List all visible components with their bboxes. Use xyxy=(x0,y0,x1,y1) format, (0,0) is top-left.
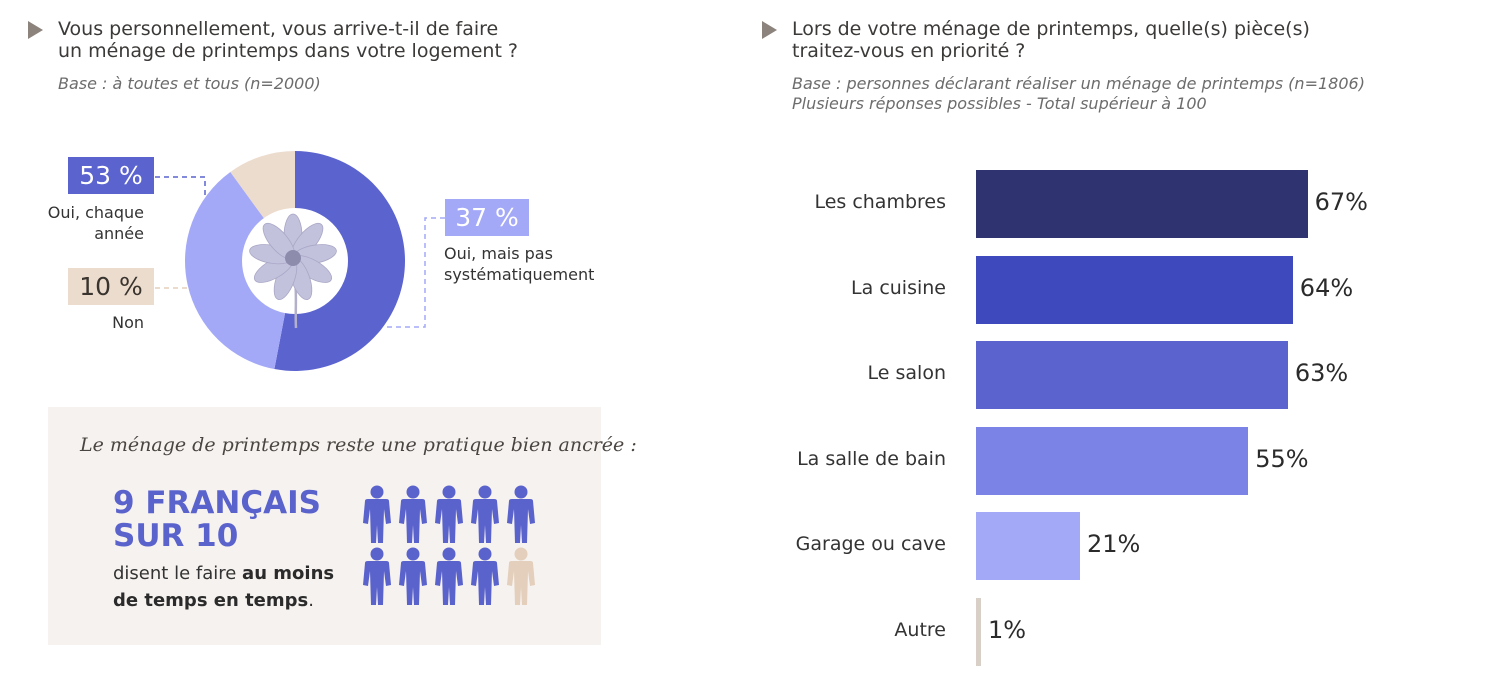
person-icon-filled xyxy=(399,485,427,543)
bar-value-label: 63% xyxy=(1294,359,1349,387)
play-arrow-icon-right xyxy=(762,21,777,39)
left-base-note: Base : à toutes et tous (n=2000) xyxy=(58,74,321,93)
donut-slice-oui-chaque-annee xyxy=(274,151,406,372)
slice-label-oui-chaque-annee-line1: Oui, chaque xyxy=(47,203,144,222)
bar-category-label: Le salon xyxy=(867,362,946,384)
bar-value-label: 67% xyxy=(1314,188,1368,216)
stat-sub-line2: de temps en temps. xyxy=(113,587,314,614)
person-icon-empty xyxy=(507,547,535,605)
slice-label-oui-pas-systematiquement-line2: systématiquement xyxy=(444,265,595,284)
person-icon-filled xyxy=(507,485,535,543)
slice-value-oui-pas-systematiquement: 37 % xyxy=(445,199,529,236)
slice-label-oui-pas-systematiquement-line1: Oui, mais pas xyxy=(444,244,553,263)
person-icon-filled xyxy=(363,485,391,543)
slice-value-non: 10 % xyxy=(68,268,154,305)
bar-value-label: 55% xyxy=(1255,444,1309,473)
person-icon-filled xyxy=(471,547,499,605)
bar-value-label: 1% xyxy=(988,615,1027,644)
callout-box xyxy=(48,407,601,645)
donut-slice-non xyxy=(230,151,295,219)
person-icon-filled xyxy=(435,547,463,605)
stat-sub-line1: disent le faire au moins xyxy=(113,560,334,587)
stat-sub-period: . xyxy=(308,590,314,611)
person-icon-filled xyxy=(471,485,499,543)
leader-line-oui-pas-systematiquement xyxy=(385,217,445,328)
bar xyxy=(976,426,1249,495)
bar-category-label: Autre xyxy=(894,618,946,641)
left-question-line1: Vous personnellement, vous arrive-t-il d… xyxy=(58,18,499,40)
bar-category-label: La cuisine xyxy=(851,276,946,299)
bar xyxy=(976,512,1080,580)
slice-label-non: Non xyxy=(112,313,144,332)
person-icon-filled xyxy=(363,547,391,605)
right-question-line1: Lors de votre ménage de printemps, quell… xyxy=(792,18,1310,40)
bar-value-label: 21% xyxy=(1086,530,1141,558)
big-stat-line2: SUR 10 xyxy=(113,518,239,554)
person-icon-filled xyxy=(399,547,427,605)
bar xyxy=(976,597,981,666)
bar xyxy=(976,341,1288,409)
stat-sub-plain: disent le faire xyxy=(113,563,243,584)
right-question-line2: traitez-vous en priorité ? xyxy=(792,40,1026,62)
bar-category-label: Garage ou cave xyxy=(795,533,946,555)
bar xyxy=(976,170,1308,238)
slice-label-oui-chaque-annee-line2: année xyxy=(94,224,144,243)
callout-title: Le ménage de printemps reste une pratiqu… xyxy=(80,434,637,456)
people-pictogram xyxy=(363,485,535,605)
bar-category-label: La salle de bain xyxy=(797,447,946,470)
donut-chart xyxy=(155,151,445,372)
bar xyxy=(976,255,1293,324)
play-arrow-icon xyxy=(28,21,43,39)
bar-category-label: Les chambres xyxy=(814,191,946,213)
slice-value-oui-chaque-annee: 53 % xyxy=(68,157,154,194)
leader-line-oui-chaque-annee xyxy=(155,176,206,195)
person-icon-filled xyxy=(435,485,463,543)
big-stat-line1: 9 FRANÇAIS xyxy=(113,485,321,521)
stat-sub-bold-2: de temps en temps xyxy=(113,590,309,611)
left-question-line2: un ménage de printemps dans votre logeme… xyxy=(58,40,519,62)
stat-sub-bold: au moins xyxy=(242,563,335,584)
right-base-line2: Plusieurs réponses possibles - Total sup… xyxy=(792,94,1207,113)
flower-icon xyxy=(249,213,337,329)
right-base-line1: Base : personnes déclarant réaliser un m… xyxy=(792,74,1365,93)
bar-value-label: 64% xyxy=(1299,273,1354,302)
bar-chart: Les chambres 67% La cuisine 64% Le salon 63% L… xyxy=(760,160,1460,670)
